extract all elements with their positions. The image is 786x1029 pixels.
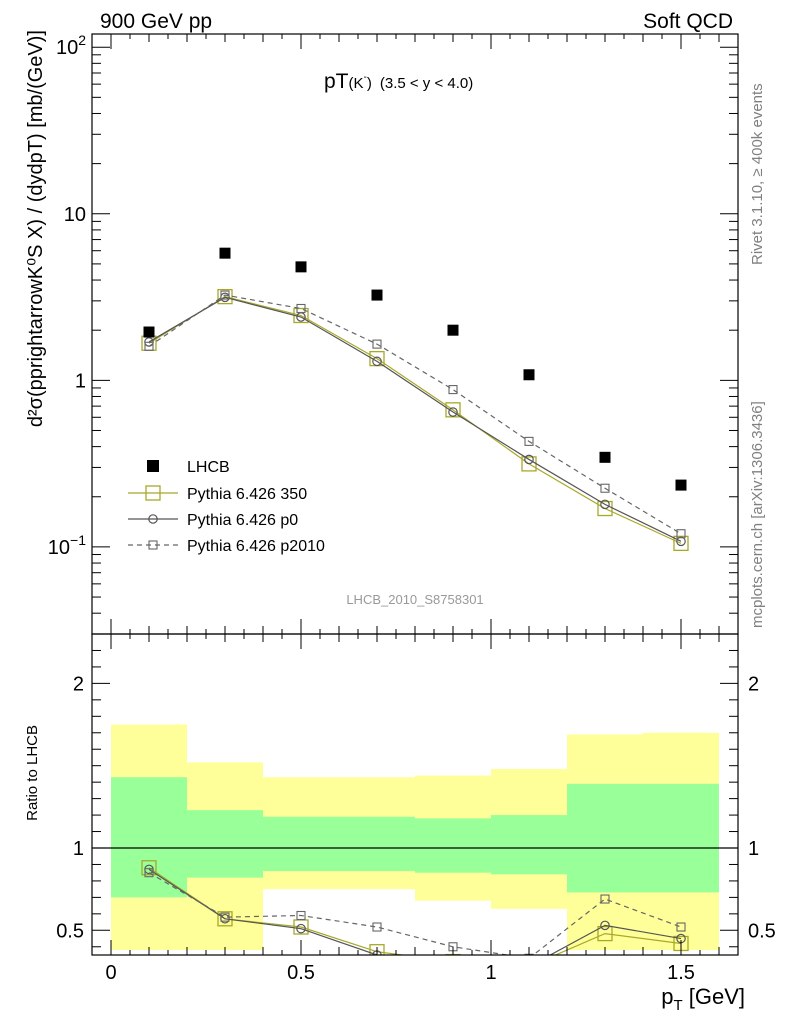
legend-marker-series-3 [148, 540, 158, 550]
inner-uncertainty-band [263, 816, 339, 872]
ratio-marker-series-2 [525, 962, 533, 970]
data-point-lhcb [295, 261, 307, 273]
legend-label-lhcb: LHCB [187, 459, 230, 476]
main-marker-series-3 [372, 339, 382, 349]
data-point-lhcb [523, 369, 535, 381]
main-marker-series-2 [372, 356, 382, 367]
x-tick-label: 1 [485, 962, 496, 984]
y-axis-label-ratio: Ratio to LHCB [24, 725, 41, 821]
ratio-marker-series-1 [217, 911, 233, 927]
ratio-marker-series-1 [141, 860, 157, 876]
data-point-lhcb [371, 289, 383, 301]
legend-label-series-3: Pythia 6.426 p2010 [187, 538, 325, 555]
main-marker-series-2 [600, 499, 610, 510]
y-tick-label-main: 10−1 [48, 532, 86, 559]
y-tick-label-main: 1 [75, 370, 86, 392]
main-marker-series-2 [448, 407, 458, 417]
chart-title: pT(K-) (3.5 < y < 4.0) [324, 70, 473, 93]
x-axis-label: pT [GeV] [661, 984, 745, 1014]
inner-uncertainty-band [567, 783, 643, 893]
x-tick-label: 1.5 [667, 962, 695, 984]
y-tick-label-ratio-left: 1 [73, 838, 84, 860]
main-line-series-2 [148, 296, 682, 542]
x-tick-label: 0 [105, 962, 116, 984]
main-line-series-1 [148, 295, 682, 544]
header-energy-label: 900 GeV pp [100, 10, 212, 33]
ratio-marker-series-2 [296, 923, 306, 934]
ratio-marker-series-1 [597, 925, 613, 942]
main-marker-series-3 [220, 290, 230, 300]
y-tick-label-ratio-right: 1 [748, 838, 759, 860]
ratio-marker-series-3 [372, 922, 382, 932]
main-marker-series-3 [524, 436, 534, 446]
ratio-marker-series-3 [296, 910, 306, 921]
mcplots-reference-label: mcplots.cern.ch [arXiv:1306.3436] [749, 401, 766, 628]
ratio-marker-series-2 [600, 920, 610, 931]
y-tick-label-ratio-left: 2 [73, 673, 84, 695]
main-marker-series-2 [524, 454, 534, 465]
data-point-lhcb [599, 451, 611, 463]
legend-label-series-1: Pythia 6.426 350 [187, 486, 307, 503]
ratio-marker-series-1 [369, 944, 385, 955]
main-marker-series-2 [676, 536, 686, 547]
legend-marker-lhcb [147, 460, 159, 472]
y-tick-label-ratio-right: 2 [748, 673, 759, 695]
main-marker-series-1 [597, 500, 613, 517]
inner-uncertainty-band [111, 777, 187, 898]
data-point-lhcb [675, 479, 687, 491]
legend-label-series-2: Pythia 6.426 p0 [187, 512, 298, 529]
main-line-series-3 [148, 294, 682, 535]
main-marker-series-3 [600, 483, 610, 493]
data-point-lhcb [219, 247, 231, 259]
main-marker-series-3 [144, 341, 154, 351]
main-marker-series-3 [676, 529, 686, 539]
ratio-marker-series-3 [600, 894, 610, 904]
ratio-marker-series-1 [445, 953, 461, 955]
inner-uncertainty-band [187, 810, 263, 878]
data-point-lhcb [143, 326, 155, 338]
main-marker-series-3 [448, 385, 458, 395]
ratio-marker-series-3 [676, 922, 686, 932]
ratio-marker-series-3 [144, 868, 154, 878]
main-marker-series-3 [296, 303, 306, 314]
data-point-lhcb [447, 324, 459, 336]
y-axis-label-main: d²σ(pprightarrowK⁰S X) / (dydpT) [mb/(Ge… [25, 30, 47, 427]
legend-marker-series-1 [145, 485, 161, 501]
inner-uncertainty-band [643, 783, 719, 893]
ratio-line-series-2 [148, 868, 682, 955]
ratio-marker-series-1 [522, 960, 536, 974]
inner-uncertainty-band [491, 815, 567, 875]
y-tick-label-main: 10 [64, 204, 86, 226]
analysis-id-label: LHCB_2010_S8758301 [346, 592, 483, 607]
y-tick-label-main: 102 [56, 32, 86, 59]
main-marker-series-1 [673, 535, 689, 552]
y-tick-label-ratio-left: 0.5 [56, 920, 84, 942]
y-tick-label-ratio-right: 0.5 [748, 920, 776, 942]
ratio-marker-series-2 [449, 957, 457, 965]
ratio-line-series-3 [148, 872, 682, 955]
header-process-label: Soft QCD [643, 10, 733, 33]
inner-uncertainty-band [415, 818, 491, 873]
x-tick-label: 0.5 [287, 962, 315, 984]
inner-uncertainty-band [339, 816, 415, 872]
rivet-version-label: Rivet 3.1.10, ≥ 400k events [749, 83, 766, 265]
ratio-marker-series-3 [220, 912, 230, 922]
legend-marker-series-2 [148, 514, 158, 524]
main-marker-series-1 [217, 288, 233, 305]
